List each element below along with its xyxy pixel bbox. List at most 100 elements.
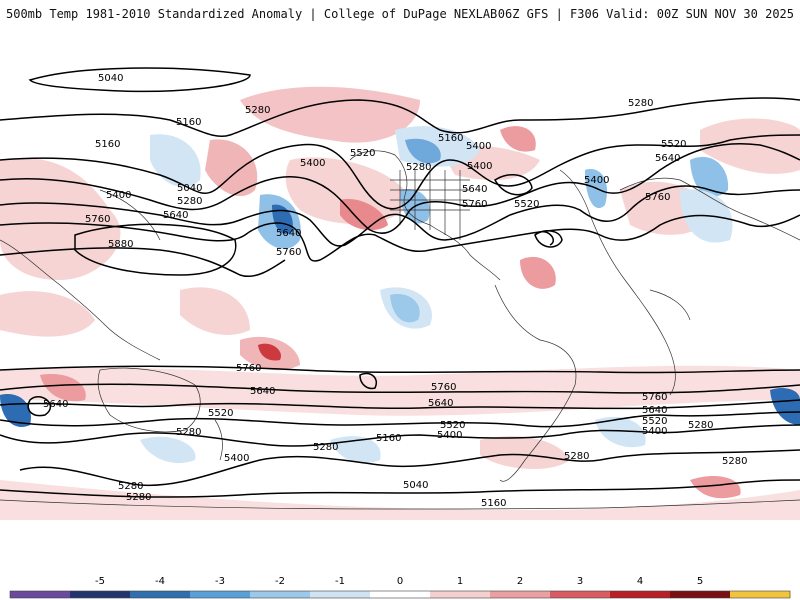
cool-anomaly-area	[595, 416, 646, 448]
contour-label: 5520	[642, 416, 667, 427]
contour-label: 5520	[440, 420, 465, 431]
cool-anomaly-area	[390, 294, 420, 323]
colorbar-segment	[370, 591, 431, 598]
colorbar-segment	[610, 591, 671, 598]
contour-label: 5640	[250, 386, 275, 397]
contour-label: 5400	[466, 141, 491, 152]
contour-label: 5400	[300, 158, 325, 169]
warm-anomaly-area	[285, 157, 410, 224]
warm-anomaly-area	[480, 436, 570, 470]
contour-label: 5280	[118, 481, 143, 492]
contour-label: 5760	[642, 392, 667, 403]
map-canvas: 5040 5160 5160 5280 5400 5040 5280 5400 …	[0, 67, 800, 520]
contour-labels-nh: 5040 5160 5160 5280 5400 5040 5280 5400 …	[85, 73, 686, 258]
colorbar-tick-label: -4	[155, 576, 165, 587]
contour-label: 5400	[467, 161, 492, 172]
colorbar-canvas: -5 -4 -3 -2 -1 0 1 2 3 4 5	[9, 576, 791, 599]
contour-label: 5160	[95, 139, 120, 150]
contour-label: 5640	[642, 405, 667, 416]
colorbar-segment	[250, 591, 311, 598]
contour-label: 5280	[406, 162, 431, 173]
colorbar-segment	[730, 591, 791, 598]
contour-label: 5160	[176, 117, 201, 128]
colorbar-segment	[490, 591, 551, 598]
contour-label: 5040	[98, 73, 123, 84]
contour-label: 5280	[176, 427, 201, 438]
colorbar-segment	[310, 591, 371, 598]
contour-label: 5400	[224, 453, 249, 464]
warm-anomaly-area	[0, 480, 800, 520]
contour-label: 5760	[85, 214, 110, 225]
colorbar-tick-label: 2	[517, 576, 523, 587]
contour-label: 5280	[688, 420, 713, 431]
cool-anomaly-area	[272, 204, 293, 234]
contour-label: 5160	[438, 133, 463, 144]
colorbar-segment	[190, 591, 251, 598]
contour-label: 5760	[276, 247, 301, 258]
contour-label: 5760	[645, 192, 670, 203]
colorbar-tick-label: -5	[95, 576, 105, 587]
height-contours	[0, 67, 800, 498]
contour-label: 5760	[462, 199, 487, 210]
warm-anomaly-area	[40, 374, 86, 402]
colorbar-segment	[670, 591, 731, 598]
warm-anomaly-area	[500, 126, 536, 152]
contour-label: 5520	[350, 148, 375, 159]
contour-label: 5160	[376, 433, 401, 444]
contour-label: 5400	[437, 430, 462, 441]
colorbar: -5 -4 -3 -2 -1 0 1 2 3 4 5	[0, 560, 800, 600]
cool-anomaly-area	[770, 388, 800, 425]
colorbar-segment	[550, 591, 611, 598]
contour-label: 5640	[276, 228, 301, 239]
map-title: 500mb Temp 1981-2010 Standardized Anomal…	[6, 7, 498, 21]
contour-labels-sh: 5760 5640 5640 5520 5280 5400 5280 5160 …	[43, 363, 747, 509]
contour-label: 5880	[108, 239, 133, 250]
contour-label: 5520	[661, 139, 686, 150]
contour-label: 5640	[428, 398, 453, 409]
colorbar-segment	[70, 591, 131, 598]
cool-anomaly-area	[150, 134, 201, 188]
contour-label: 5640	[163, 210, 188, 221]
contour-label: 5640	[462, 184, 487, 195]
contour-label: 5400	[642, 426, 667, 437]
contour-label: 5280	[313, 442, 338, 453]
colorbar-tick-label: 1	[457, 576, 463, 587]
warm-anomaly-area	[700, 118, 800, 174]
cool-anomaly-area	[0, 394, 31, 427]
warm-anomaly-area	[205, 139, 258, 197]
warm-anomaly-area	[690, 475, 741, 499]
cool-anomaly-area	[405, 138, 441, 164]
contour-label: 5280	[722, 456, 747, 467]
contour-label: 5520	[208, 408, 233, 419]
contour-label: 5280	[564, 451, 589, 462]
colorbar-tick-label: 5	[697, 576, 703, 587]
anomaly-map: 5040 5160 5160 5280 5400 5040 5280 5400 …	[0, 40, 800, 560]
model-valid-time: 06Z GFS | F306 Valid: 00Z SUN NOV 30 202…	[497, 7, 794, 21]
contour-label: 5640	[655, 153, 680, 164]
contour-label: 5760	[236, 363, 261, 374]
contour-label: 5760	[431, 382, 456, 393]
colorbar-tick-label: 3	[577, 576, 583, 587]
contour-label: 5160	[481, 498, 506, 509]
colorbar-tick-label: -2	[275, 576, 285, 587]
warm-anomaly-area	[180, 287, 250, 335]
anomaly-shading	[0, 86, 800, 520]
colorbar-tick-label: 4	[637, 576, 643, 587]
colorbar-tick-label: -1	[335, 576, 345, 587]
contour-label: 5640	[43, 399, 68, 410]
colorbar-tick-label: -3	[215, 576, 225, 587]
colorbar-segment	[430, 591, 491, 598]
contour-label: 5280	[177, 196, 202, 207]
warm-anomaly-area	[0, 158, 121, 280]
colorbar-outline	[9, 590, 791, 599]
colorbar-segment	[10, 591, 71, 598]
colorbar-segment	[130, 591, 191, 598]
contour-label: 5040	[403, 480, 428, 491]
contour-label: 5280	[628, 98, 653, 109]
colorbar-tick-label: 0	[397, 576, 403, 587]
warm-anomaly-area	[0, 291, 95, 337]
contour-label: 5400	[106, 190, 131, 201]
map-header: 500mb Temp 1981-2010 Standardized Anomal…	[0, 0, 800, 30]
warm-anomaly-area	[520, 256, 556, 289]
warm-anomaly-area	[258, 343, 281, 361]
